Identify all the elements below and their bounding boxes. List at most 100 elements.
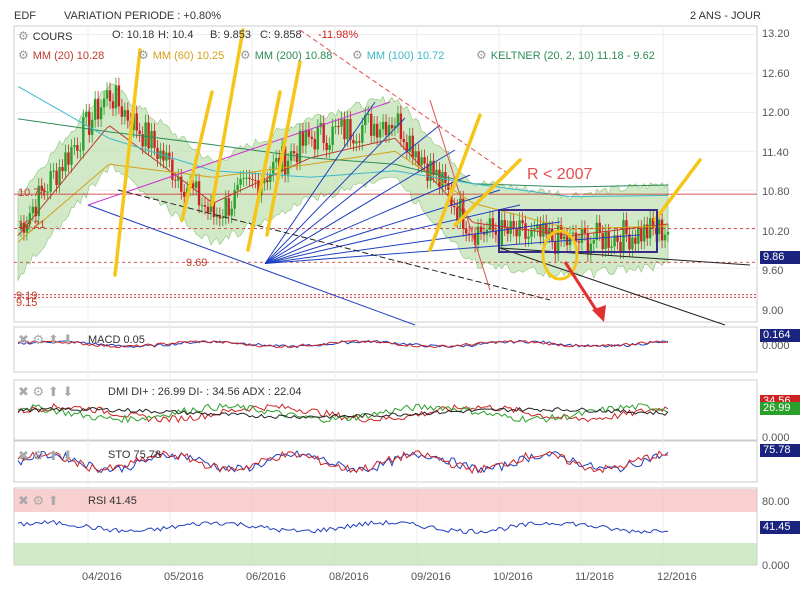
close-icon[interactable]: ✖ <box>18 493 29 508</box>
arrow-up-icon[interactable]: ⬆ <box>47 493 59 508</box>
gear-icon[interactable]: ⚙ <box>32 384 45 399</box>
candle-body <box>657 219 661 235</box>
candle-body <box>242 177 245 179</box>
candle-body <box>218 215 222 219</box>
legend-mm100[interactable]: ⚙ MM (100) 10.72 <box>352 48 444 62</box>
candle-body <box>254 180 257 182</box>
candle-body <box>476 226 480 245</box>
candle-body <box>340 119 343 127</box>
candle-body <box>331 126 334 146</box>
candle-body <box>473 234 477 245</box>
arrow-down-icon[interactable]: ⬇ <box>62 384 74 399</box>
candle-body <box>601 233 604 250</box>
candle-body <box>283 146 287 175</box>
candle-body <box>583 228 587 234</box>
candle-body <box>79 150 82 152</box>
candle-body <box>556 225 560 254</box>
candle-body <box>174 179 177 181</box>
candle-body <box>482 232 486 235</box>
candle-body <box>586 233 590 255</box>
arrow-up-icon[interactable]: ⬆ <box>47 332 59 347</box>
last-price-badge: 9.86 <box>760 251 800 264</box>
gear-icon[interactable]: ⚙ <box>476 48 487 62</box>
candle-body <box>52 170 55 172</box>
rsi-overbought-zone <box>14 489 757 512</box>
legend-mm60[interactable]: ⚙ MM (60) 10.25 <box>138 48 224 62</box>
dmi-controls[interactable]: ✖ ⚙ ⬆ ⬇ <box>18 384 73 400</box>
fan-line <box>264 204 521 265</box>
candle-body <box>153 130 156 148</box>
candle-body <box>592 240 595 244</box>
candle-body <box>180 176 183 192</box>
fan-line <box>264 189 501 265</box>
candle-body <box>248 177 251 179</box>
gear-icon[interactable]: ⚙ <box>18 29 29 43</box>
candle-body <box>456 207 459 221</box>
gear-icon[interactable]: ⚙ <box>240 48 251 62</box>
candle-body <box>651 218 655 228</box>
level-9-15: 9.15 <box>16 297 38 309</box>
candle-body <box>378 129 382 138</box>
candle-body <box>114 85 118 109</box>
gear-icon[interactable]: ⚙ <box>32 448 45 463</box>
rsi-controls[interactable]: ✖ ⚙ ⬆ <box>18 493 59 509</box>
gear-icon[interactable]: ⚙ <box>138 48 149 62</box>
legend-cours[interactable]: ⚙ COURS <box>18 29 73 43</box>
candle-body <box>375 123 379 138</box>
candle-body <box>233 190 236 209</box>
macd-controls[interactable]: ✖ ⚙ ⬆ ⬇ <box>18 332 73 348</box>
yellow-channel-line <box>210 28 245 207</box>
candle-body <box>337 126 340 128</box>
gear-icon[interactable]: ⚙ <box>32 493 45 508</box>
candle-body <box>548 228 551 235</box>
arrow-up-icon[interactable]: ⬆ <box>47 384 59 399</box>
gear-icon[interactable]: ⚙ <box>352 48 363 62</box>
arrow-down-icon[interactable]: ⬇ <box>62 448 74 463</box>
ticker-label: EDF <box>14 10 36 22</box>
legend-keltner-label: KELTNER (20, 2, 10) 11.18 - 9.62 <box>490 50 655 62</box>
period-label[interactable]: 2 ANS - JOUR <box>690 10 761 22</box>
breakdown-arrow <box>563 261 602 317</box>
x-tick: 05/2016 <box>164 571 204 583</box>
candle-body <box>459 198 462 221</box>
legend-keltner[interactable]: ⚙ KELTNER (20, 2, 10) 11.18 - 9.62 <box>476 48 655 62</box>
legend-mm20[interactable]: ⚙ MM (20) 10.28 <box>18 48 104 62</box>
macd-zero: 0.000 <box>762 340 790 352</box>
candle-body <box>322 123 325 143</box>
candle-body <box>396 113 400 126</box>
arrow-down-icon[interactable]: ⬇ <box>62 332 74 347</box>
candle-body <box>263 179 266 184</box>
legend-open: O: 10.18 <box>112 29 155 41</box>
candle-body <box>171 159 174 180</box>
close-icon[interactable]: ✖ <box>18 384 29 399</box>
candle-body <box>328 145 331 151</box>
candle-body <box>494 230 498 235</box>
yellow-channel-line <box>265 60 302 237</box>
candle-body <box>479 226 483 233</box>
candle-body <box>646 224 649 239</box>
candle-body <box>123 110 127 117</box>
gear-icon[interactable]: ⚙ <box>32 332 45 347</box>
level-9-69: 9.69 <box>186 257 208 269</box>
close-icon[interactable]: ✖ <box>18 332 29 347</box>
price-tick: 12.00 <box>762 107 790 119</box>
candle-body <box>191 183 195 188</box>
candle-body <box>399 113 403 139</box>
candle-body <box>580 228 584 243</box>
legend-mm20-label: MM (20) 10.28 <box>32 50 105 62</box>
candle-body <box>313 139 317 150</box>
legend-mm200[interactable]: ⚙ MM (200) 10.88 <box>240 48 332 62</box>
highlight-ellipse <box>541 229 579 281</box>
gear-icon[interactable]: ⚙ <box>18 48 29 62</box>
x-tick: 08/2016 <box>329 571 369 583</box>
legend-mm200-label: MM (200) 10.88 <box>254 50 333 62</box>
close-icon[interactable]: ✖ <box>18 448 29 463</box>
candle-body <box>126 110 130 121</box>
candle-body <box>562 236 566 240</box>
candle-body <box>512 220 515 229</box>
trend-line <box>117 189 551 301</box>
sto-label: STO 75.78 <box>108 449 161 461</box>
arrow-up-icon[interactable]: ⬆ <box>47 448 59 463</box>
variation-label: VARIATION PERIODE : +0.80% <box>64 10 222 22</box>
sto-controls[interactable]: ✖ ⚙ ⬆ ⬇ <box>18 448 73 464</box>
